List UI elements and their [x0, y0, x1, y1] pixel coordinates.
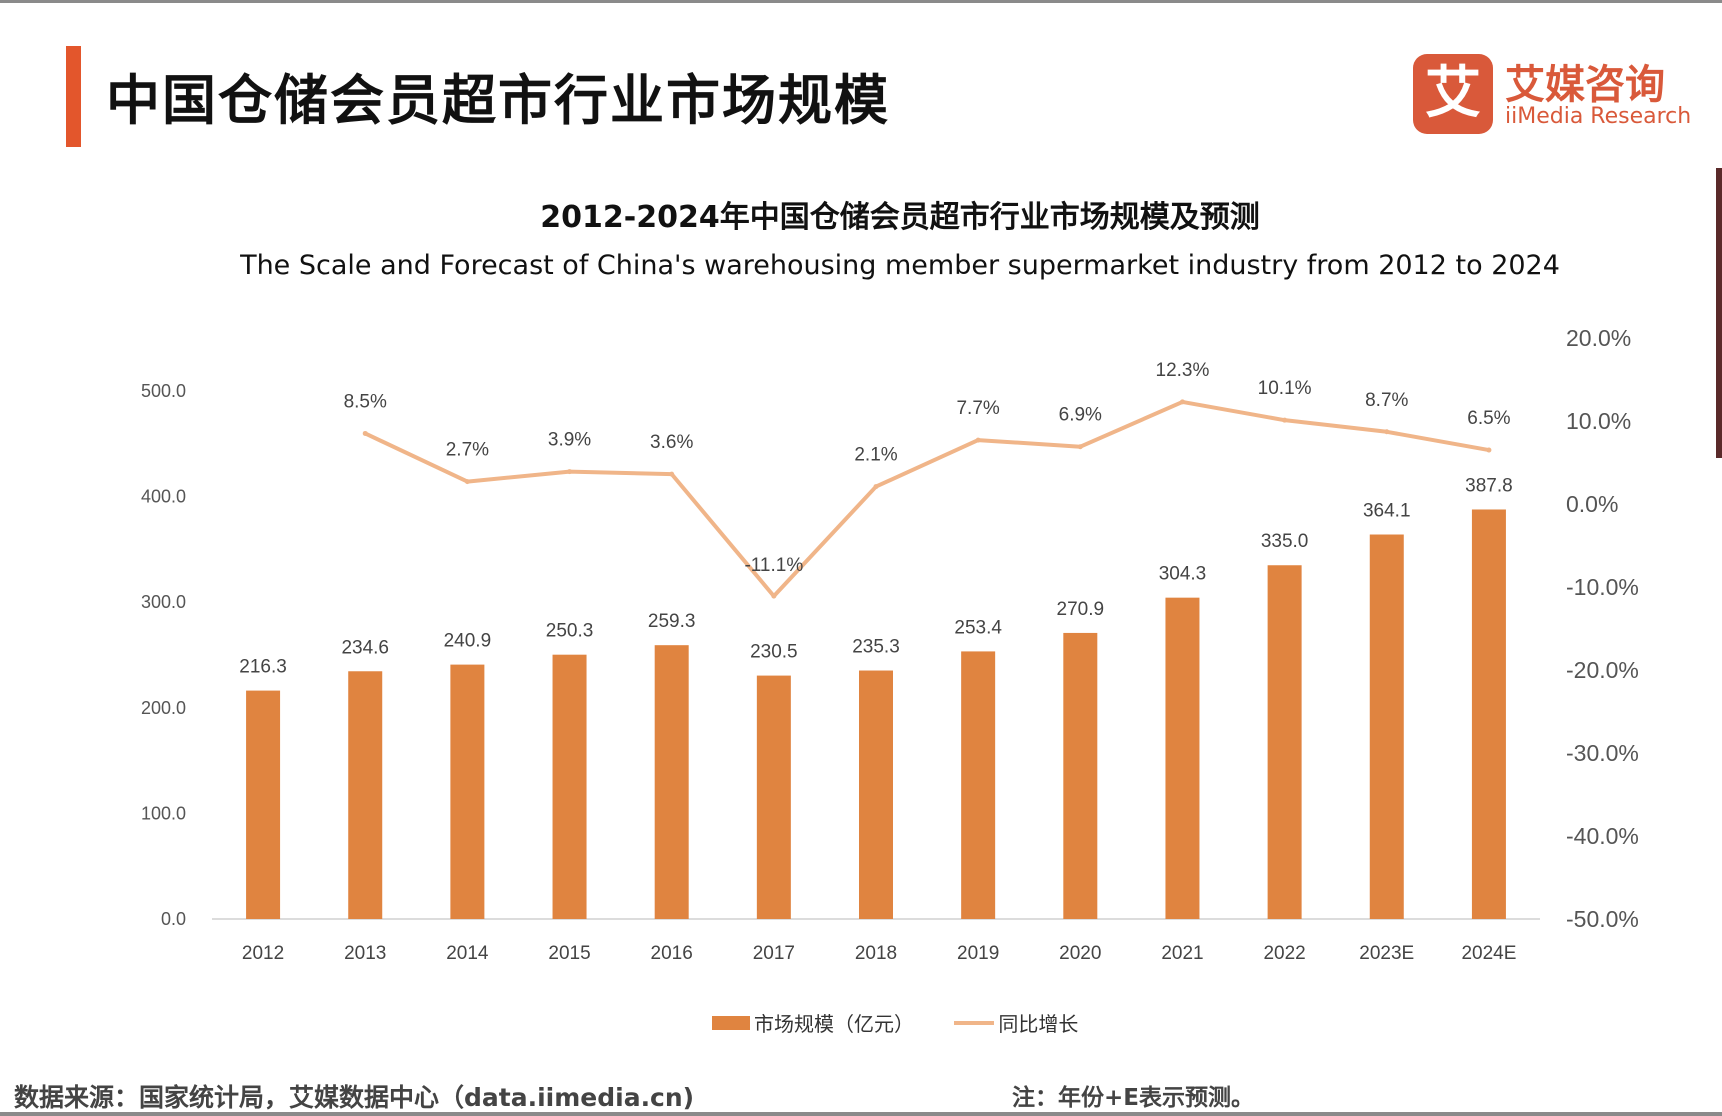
- bar-value-label: 234.6: [341, 637, 389, 658]
- bar: [859, 670, 893, 919]
- x-axis-tick-label: 2015: [548, 943, 590, 964]
- growth-value-label: 8.5%: [344, 391, 387, 412]
- bar: [1369, 534, 1404, 919]
- x-axis-tick-label: 2024E: [1461, 943, 1516, 964]
- growth-line: [364, 399, 1490, 599]
- bar-value-label: 216.3: [239, 657, 287, 678]
- left-axis-tick-label: 200.0: [141, 698, 186, 718]
- right-axis-tick-label: -20.0%: [1566, 657, 1639, 683]
- logo-name-cn: 艾媒咨询: [1505, 62, 1665, 108]
- growth-point: [1384, 429, 1390, 435]
- bar-value-label: 240.9: [444, 631, 492, 652]
- growth-point: [1077, 444, 1083, 450]
- growth-value-label: 6.5%: [1467, 408, 1510, 429]
- data-source: 数据来源：国家统计局，艾媒数据中心（data.iimedia.cn): [14, 1083, 695, 1112]
- growth-value-label: 6.9%: [1059, 405, 1102, 426]
- logo-name-en: iiMedia Research: [1505, 104, 1692, 129]
- page-title: 中国仓储会员超市行业市场规模: [106, 69, 890, 132]
- bar: [552, 654, 587, 919]
- bar-value-label: 259.3: [648, 611, 696, 632]
- bar-value-label: 270.9: [1057, 599, 1105, 620]
- right-axis-tick-label: 20.0%: [1566, 325, 1631, 351]
- x-axis-tick-label: 2023E: [1359, 943, 1414, 964]
- bottom-border: [0, 1112, 1722, 1116]
- chart-title: 2012-2024年中国仓储会员超市行业市场规模及预测: [540, 200, 1260, 235]
- title-accent-bar: [66, 46, 81, 147]
- bar-value-label: 253.4: [954, 617, 1002, 638]
- right-axis-tick-label: 0.0%: [1566, 491, 1618, 517]
- left-axis-tick-label: 500.0: [141, 381, 186, 401]
- bar-value-label: 304.3: [1159, 564, 1207, 585]
- chart-subtitle: The Scale and Forecast of China's wareho…: [240, 250, 1560, 281]
- chart-legend: 市场规模（亿元） 同比增长: [712, 1008, 1078, 1038]
- legend-bar-label: 市场规模（亿元）: [754, 1012, 914, 1036]
- top-border: [0, 0, 1722, 3]
- right-axis-tick-label: 10.0%: [1566, 408, 1631, 434]
- bar: [1471, 509, 1506, 919]
- legend-line-swatch: [954, 1020, 995, 1025]
- x-axis-tick-label: 2022: [1263, 943, 1305, 964]
- bar: [1063, 632, 1098, 919]
- right-axis-tick-label: -30.0%: [1566, 740, 1639, 766]
- legend-line-label: 同比增长: [998, 1012, 1079, 1036]
- growth-point: [362, 430, 368, 436]
- x-axis-tick-label: 2020: [1059, 943, 1101, 964]
- bar: [1267, 565, 1302, 919]
- x-axis-tick-label: 2021: [1161, 943, 1203, 964]
- growth-value-label: 12.3%: [1156, 360, 1210, 381]
- iimedia-logo: 艾 艾媒咨询 iiMedia Research: [1413, 52, 1703, 136]
- bar: [756, 675, 791, 919]
- bar-value-label: 387.8: [1465, 475, 1513, 496]
- x-axis-tick-label: 2016: [651, 943, 693, 964]
- bar: [348, 671, 383, 919]
- right-axis-tick-label: -10.0%: [1566, 574, 1639, 600]
- growth-point: [1179, 399, 1185, 405]
- right-edge-strip: [1716, 168, 1722, 458]
- x-axis-tick-label: 2017: [753, 943, 795, 964]
- left-axis-tick-label: 100.0: [141, 803, 186, 823]
- bar-value-label: 335.0: [1261, 531, 1309, 552]
- growth-point: [1486, 447, 1492, 453]
- growth-point: [975, 437, 981, 443]
- left-axis-tick-label: 300.0: [141, 592, 186, 612]
- right-axis-tick-label: -40.0%: [1566, 823, 1639, 849]
- bar-value-label: 364.1: [1363, 501, 1411, 522]
- growth-value-label: -11.1%: [744, 555, 803, 576]
- x-axis-tick-label: 2014: [446, 943, 489, 964]
- x-axis-tick-label: 2013: [344, 943, 386, 964]
- bar: [654, 645, 689, 919]
- growth-point: [1282, 417, 1288, 423]
- x-axis-tick-label: 2012: [242, 943, 284, 964]
- bar-value-label: 250.3: [546, 621, 594, 642]
- growth-value-label: 3.9%: [548, 430, 591, 451]
- left-axis-tick-label: 0.0: [161, 909, 186, 929]
- forecast-note: 注：年份+E表示预测。: [1012, 1085, 1254, 1111]
- bar: [246, 690, 281, 919]
- bar: [450, 664, 485, 919]
- growth-point: [669, 471, 675, 477]
- growth-point: [567, 469, 573, 475]
- growth-value-label: 8.7%: [1365, 390, 1408, 411]
- x-axis-tick-label: 2019: [957, 943, 999, 964]
- growth-point: [771, 593, 777, 599]
- growth-point: [464, 479, 470, 485]
- legend-bar-swatch: [712, 1015, 750, 1030]
- bar: [1165, 597, 1200, 919]
- x-axis-tick-label: 2018: [855, 943, 897, 964]
- logo-mark-icon: 艾: [1413, 54, 1493, 134]
- growth-value-label: 2.7%: [446, 440, 489, 461]
- bar-value-label: 230.5: [750, 642, 798, 663]
- growth-point: [873, 484, 879, 490]
- growth-value-label: 2.1%: [854, 445, 897, 466]
- growth-value-label: 3.6%: [650, 432, 693, 453]
- growth-value-label: 7.7%: [956, 398, 999, 419]
- bar: [961, 651, 996, 919]
- left-axis-tick-label: 400.0: [141, 487, 186, 507]
- growth-value-label: 10.1%: [1258, 378, 1312, 399]
- right-axis-tick-label: -50.0%: [1566, 906, 1639, 932]
- bar-value-label: 235.3: [852, 637, 900, 658]
